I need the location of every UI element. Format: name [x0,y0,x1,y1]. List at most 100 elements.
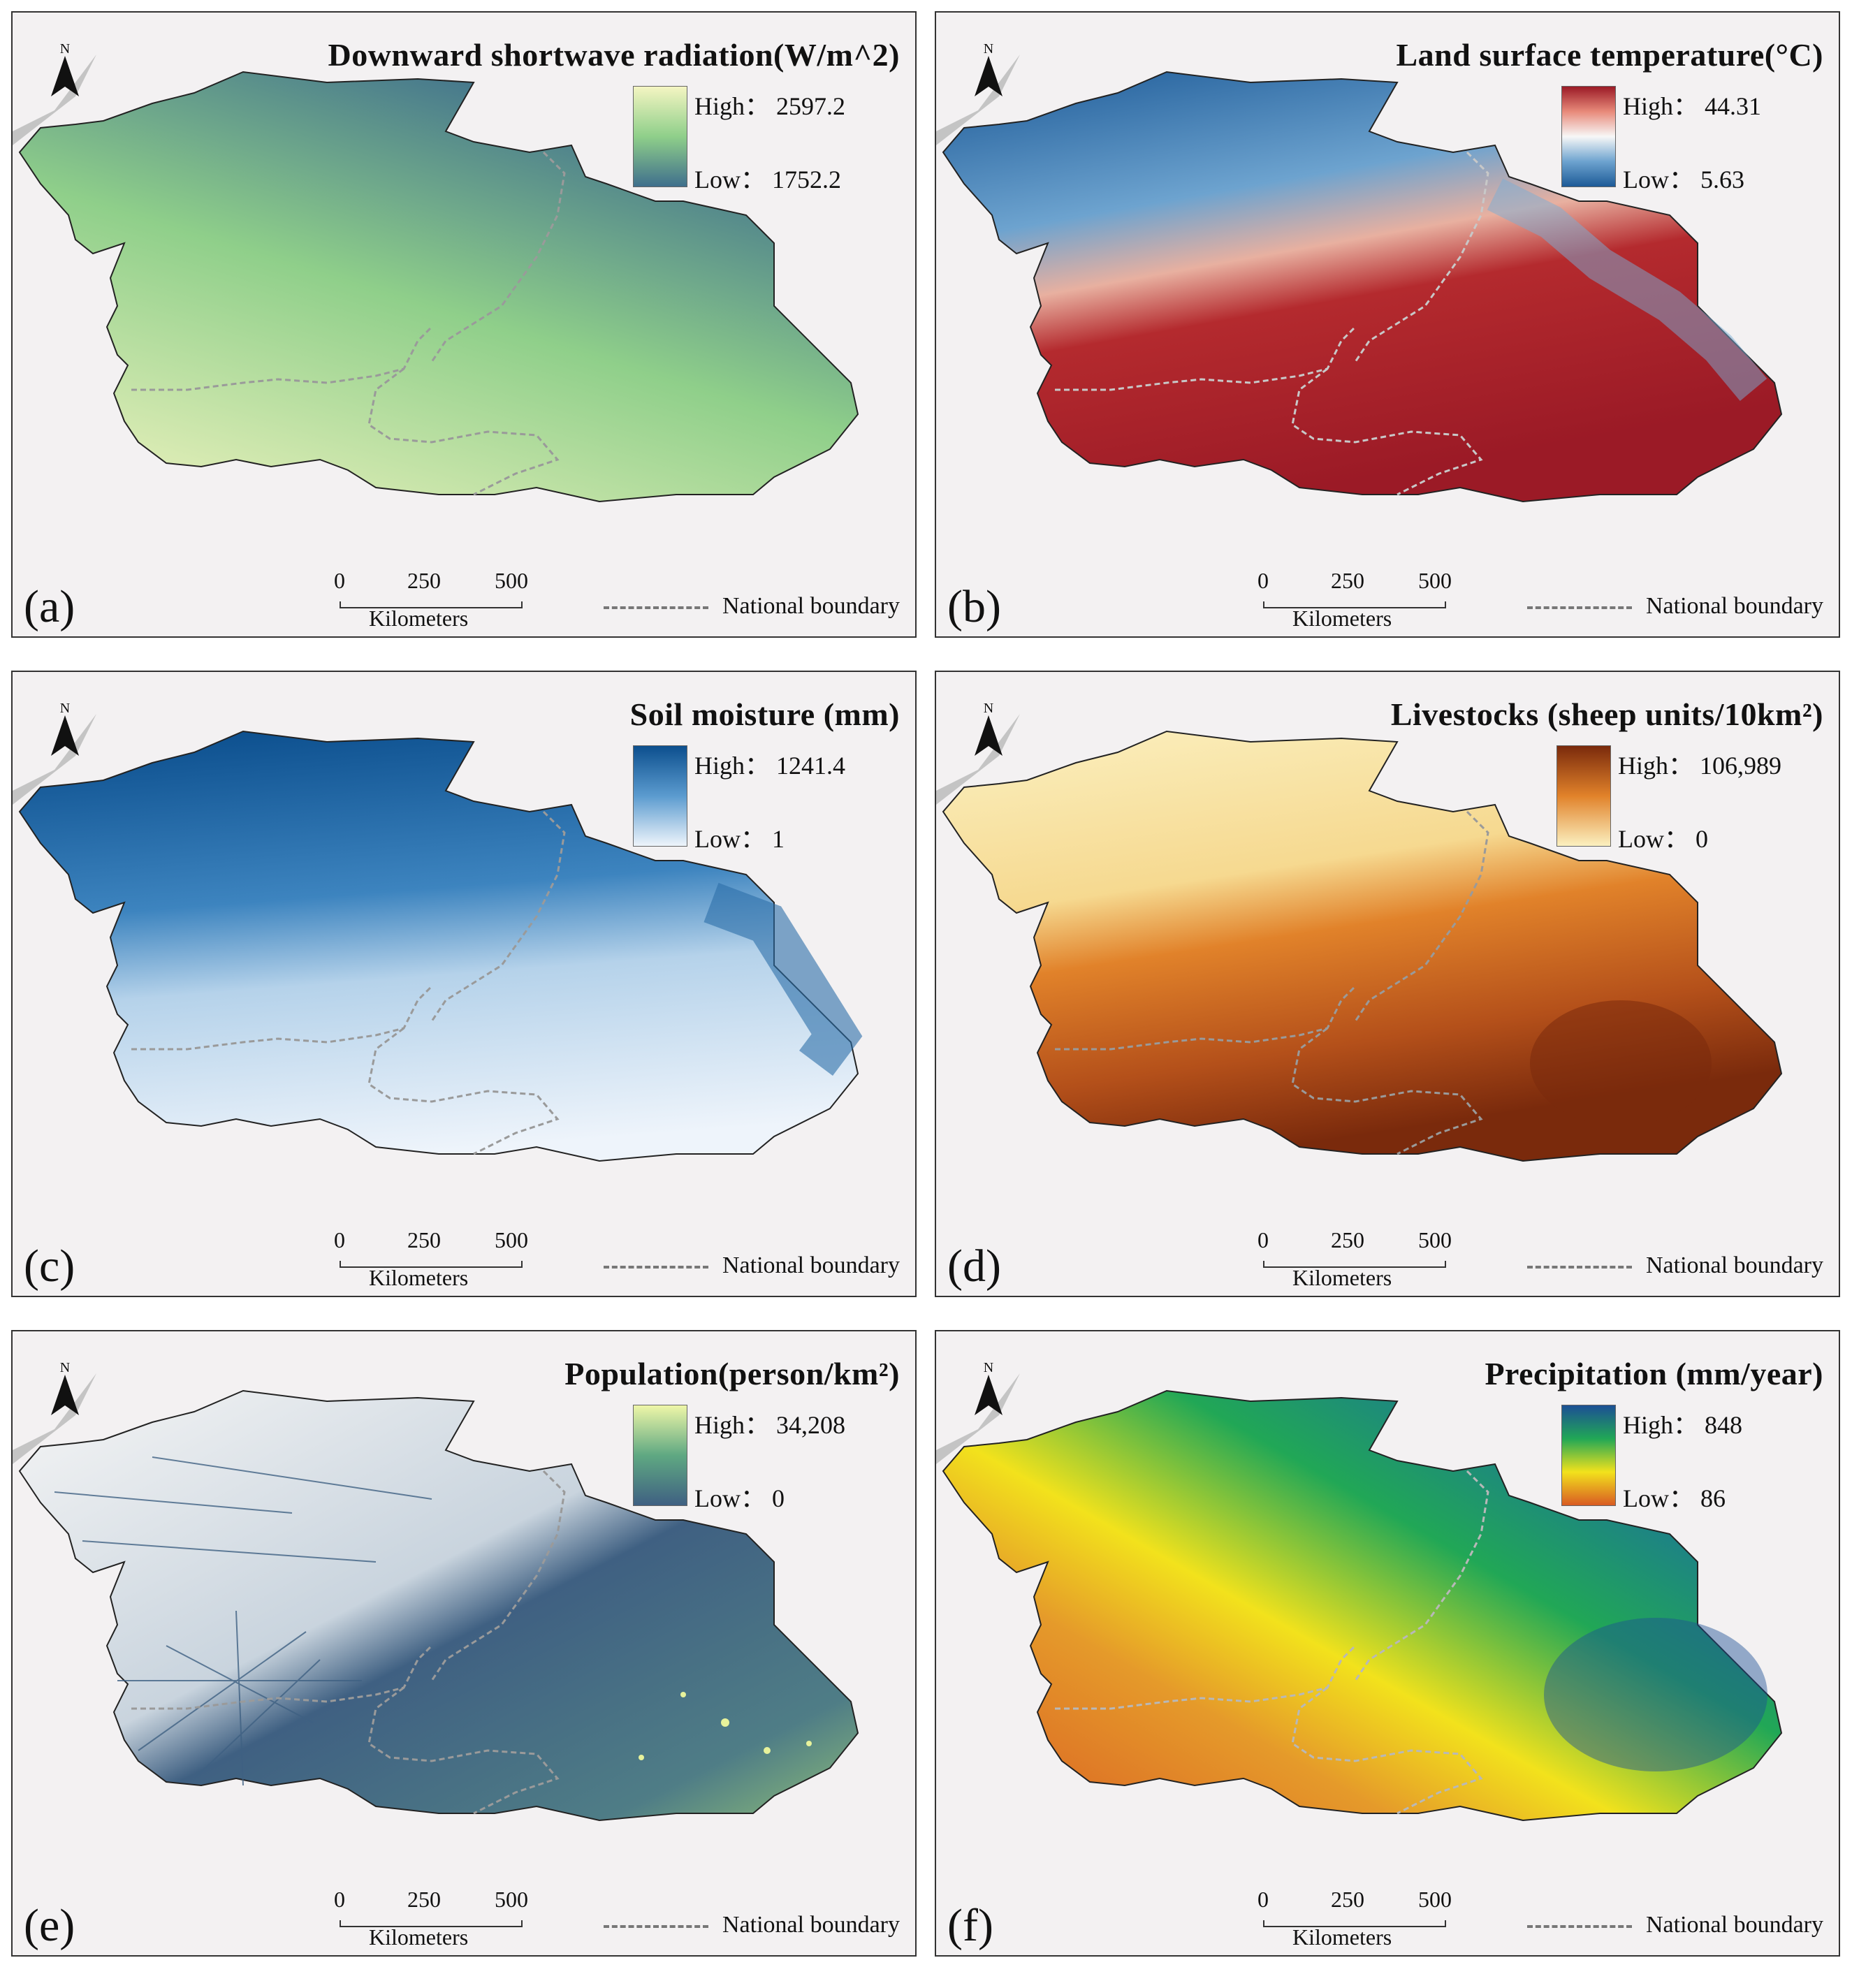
scale-tick-0: 0 [1257,1227,1269,1252]
scale-tick-0: 0 [334,1887,345,1912]
legend-low: Low： 1752.2 [694,166,841,193]
region-raster-c [18,730,859,1162]
scale-tick-500: 500 [495,568,528,593]
map-title: Population(person/km²) [564,1356,900,1391]
scale-tick-500: 500 [1418,1227,1452,1252]
scale-unit: Kilometers [1292,1265,1392,1290]
lake-shape [936,1373,1020,1464]
scale-bar: 0 250 500 Kilometers [334,1227,528,1290]
legend-color-bar [1556,745,1611,847]
dash-symbol [1527,1925,1632,1929]
legend-color-bar [1561,86,1616,187]
map-a [13,54,859,503]
scale-bar: 0 250 500 Kilometers [334,1887,528,1950]
map-b [936,54,1783,503]
legend-color-bar [633,745,687,847]
north-arrow: N [975,1361,1002,1420]
map-d [936,714,1783,1162]
dash-symbol [1527,1266,1632,1269]
map-f [936,1373,1783,1822]
scale-bar: 0 250 500 Kilometers [1257,568,1452,631]
lake-shape [936,714,1020,805]
lake-shape [13,714,96,805]
color-legend: High： 848 Low： 86 [1561,1405,1839,1512]
map-c [13,714,863,1162]
panel-label: (e) [24,1900,75,1951]
scale-tick-250: 250 [407,1227,441,1252]
north-arrow: N [51,42,79,101]
boundary-legend: National boundary [604,593,900,620]
scale-unit: Kilometers [369,1265,469,1290]
high-density-area [1530,1000,1712,1126]
map-title: Precipitation (mm/year) [1485,1356,1823,1391]
scale-line [340,1920,523,1927]
scale-line [340,601,523,608]
boundary-legend: National boundary [1527,1912,1823,1938]
map-title: Downward shortwave radiation(W/m^2) [328,37,900,73]
north-arrow: N [51,701,79,761]
scale-bar: 0 250 500 Kilometers [1257,1227,1452,1290]
legend-high: High： 44.31 [1623,92,1762,120]
legend-high: High： 2597.2 [694,92,846,120]
map-title: Land surface temperature(°C) [1396,37,1823,73]
legend-high: High： 848 [1623,1411,1743,1439]
north-arrow: N [975,42,1002,101]
boundary-legend: National boundary [1527,1252,1823,1279]
legend-color-bar [633,1405,687,1506]
boundary-legend-label: National boundary [1646,1252,1823,1278]
scale-tick-500: 500 [495,1227,528,1252]
legend-color-bar [1561,1405,1616,1506]
scale-line [1263,1920,1446,1927]
boundary-legend-label: National boundary [722,593,900,619]
legend-color-bar [633,86,687,187]
dash-symbol [604,606,708,610]
scale-tick-500: 500 [495,1887,528,1912]
scale-tick-0: 0 [334,568,345,593]
legend-low: Low： 5.63 [1623,166,1744,193]
scale-unit: Kilometers [1292,1924,1392,1950]
lake-shape [936,54,1020,145]
wet-area [1544,1618,1767,1771]
dash-symbol [1527,606,1632,610]
legend-high: High： 106,989 [1618,752,1782,780]
north-arrow-icon [51,715,79,756]
north-arrow: N [975,701,1002,761]
panel-e: N Population(person/km²) High： 34,208 Lo… [11,1330,917,1957]
north-arrow-icon [975,1375,1002,1415]
legend-high: High： 1241.4 [694,752,846,780]
boundary-legend: National boundary [604,1912,900,1938]
color-legend: High： 1241.4 Low： 1 [633,745,912,853]
urban-hotspots [639,1692,812,1760]
boundary-lines [131,1470,566,1815]
scale-tick-0: 0 [1257,1887,1269,1912]
panel-label: (f) [947,1900,993,1951]
lake-shape [13,54,96,145]
color-legend: High： 2597.2 Low： 1752.2 [633,86,912,193]
cool-band [1487,178,1767,402]
boundary-lines [131,810,566,1155]
boundary-lines [1055,1470,1489,1815]
scale-line [1263,1261,1446,1268]
panel-b: N Land surface temperature(°C) High： 44.… [935,11,1840,638]
boundary-legend-label: National boundary [722,1912,900,1938]
scale-bar: 0 250 500 Kilometers [334,568,528,631]
moist-band [703,882,863,1076]
region-raster-e [18,1389,859,1822]
panel-c: N Soil moisture (mm) High： 1241.4 Low： 1… [11,671,917,1297]
legend-low: Low： 0 [694,1484,785,1512]
scale-line [1263,601,1446,608]
scale-tick-250: 250 [407,1887,441,1912]
panel-f: N Precipitation (mm/year) High： 848 Low：… [935,1330,1840,1957]
north-arrow-icon [975,715,1002,756]
road-network [54,1456,432,1786]
panel-d: N Livestocks (sheep units/10km²) High： 1… [935,671,1840,1297]
boundary-legend-label: National boundary [1646,593,1823,619]
color-legend: High： 34,208 Low： 0 [633,1405,912,1512]
scale-unit: Kilometers [1292,606,1392,631]
panel-label: (c) [24,1241,75,1292]
scale-tick-250: 250 [1331,1887,1364,1912]
boundary-legend: National boundary [1527,593,1823,620]
scale-tick-0: 0 [1257,568,1269,593]
legend-low: Low： 0 [1618,825,1708,853]
color-legend: High： 44.31 Low： 5.63 [1561,86,1839,193]
